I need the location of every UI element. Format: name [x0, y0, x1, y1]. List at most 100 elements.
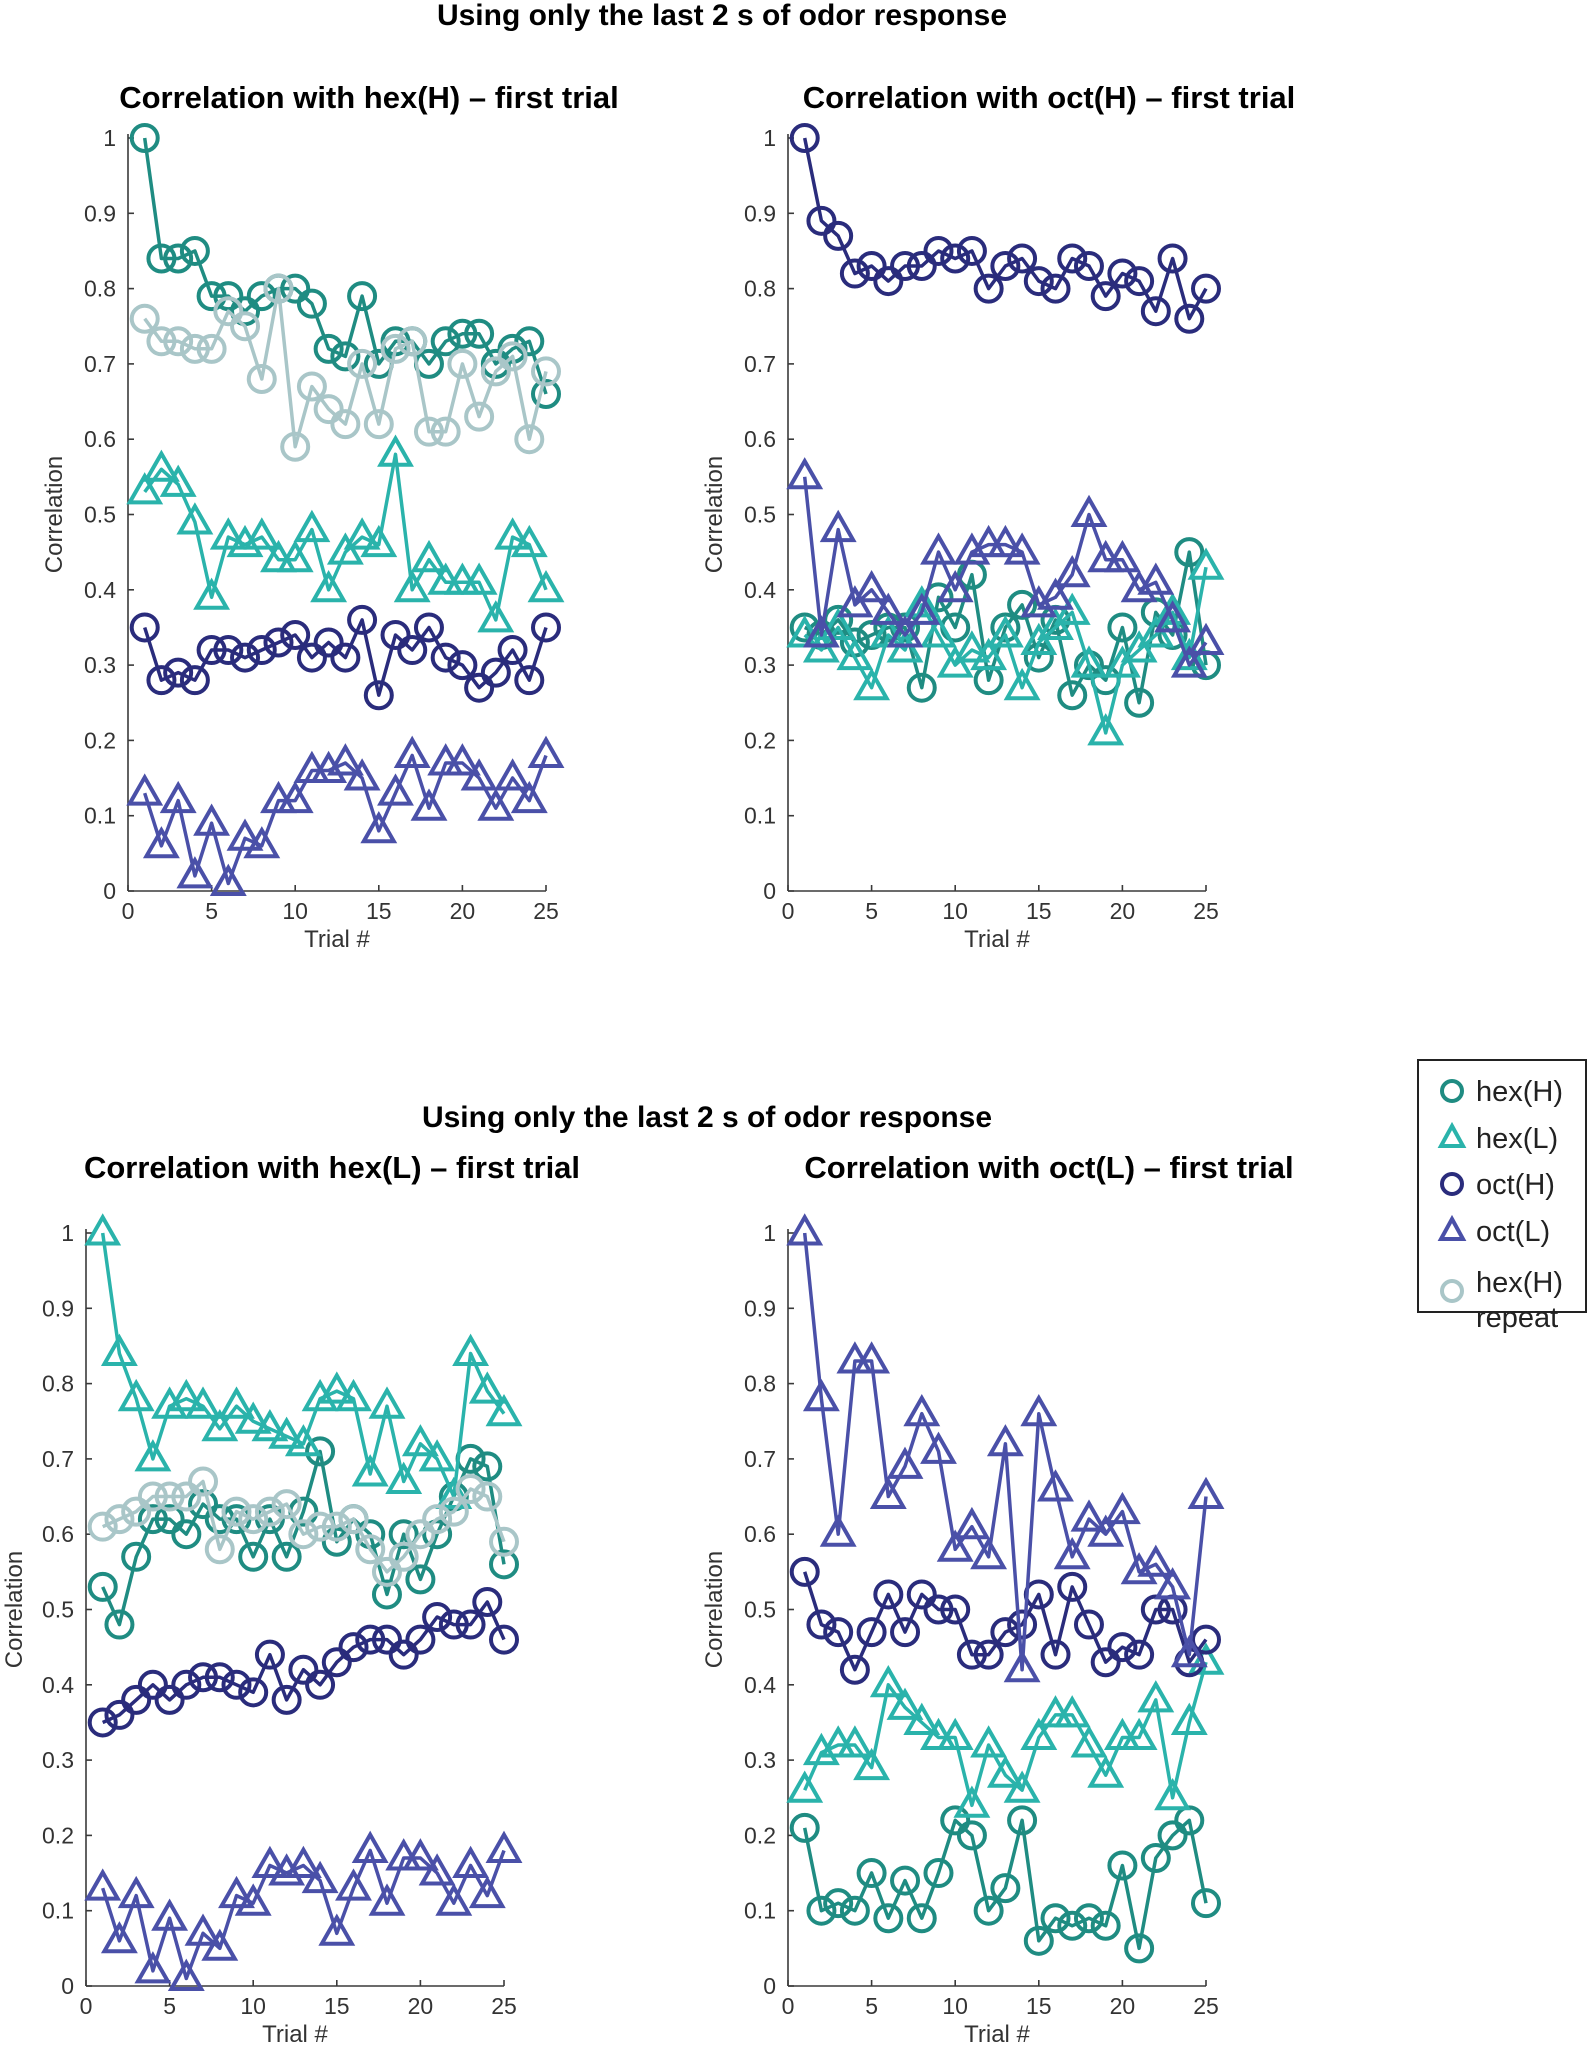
data-point — [1120, 1717, 1158, 1750]
data-point — [789, 123, 820, 153]
data-point — [238, 1677, 269, 1708]
data-point — [204, 1534, 235, 1565]
data-point — [271, 1541, 302, 1572]
data-point — [321, 1647, 352, 1678]
data-point — [288, 1519, 319, 1550]
data-point — [137, 1504, 168, 1535]
data-point — [802, 1732, 840, 1766]
legend-marker-octL — [1437, 1214, 1467, 1241]
data-point — [176, 856, 214, 889]
data-point — [422, 1504, 453, 1535]
data-point — [873, 1903, 904, 1934]
data-point — [1087, 713, 1125, 746]
data-point — [360, 810, 398, 844]
data-point — [188, 1466, 219, 1497]
data-point — [1140, 1842, 1171, 1873]
data-point — [1154, 1567, 1192, 1600]
legend-label-hexH: hex(H) — [1476, 1076, 1563, 1108]
data-point — [1187, 547, 1225, 580]
data-point — [321, 1511, 352, 1542]
data-point — [1124, 1933, 1155, 1964]
data-point — [920, 1431, 957, 1464]
panel-title: Correlation with hex(H) – first trial — [119, 80, 619, 115]
data-point — [936, 569, 974, 603]
y-tick-label: 0.7 — [42, 1446, 74, 1472]
data-point — [956, 1820, 987, 1851]
data-point — [1020, 1393, 1058, 1427]
data-point — [430, 642, 461, 673]
legend-marker-hexH-repeat — [1440, 1279, 1464, 1303]
x-tick-label: 15 — [366, 898, 392, 924]
x-tick-label: 0 — [122, 898, 135, 924]
data-point — [246, 363, 277, 394]
data-point — [405, 1624, 436, 1655]
series-hex-l — [786, 547, 1225, 746]
x-tick-label: 25 — [1193, 1993, 1219, 2019]
data-point — [422, 1602, 453, 1633]
data-point — [1087, 1755, 1125, 1788]
data-point — [527, 735, 565, 768]
x-tick-label: 10 — [942, 898, 968, 924]
data-point — [1090, 1910, 1121, 1941]
data-point — [104, 1699, 135, 1730]
legend-item-octL: oct(L) — [1437, 1214, 1550, 1248]
data-point — [126, 472, 164, 505]
y-tick-label: 1 — [763, 125, 776, 151]
data-point — [1170, 645, 1208, 678]
data-point — [310, 750, 348, 783]
data-point — [823, 220, 854, 251]
data-point — [142, 826, 180, 859]
data-point — [330, 642, 361, 673]
data-point — [318, 1913, 356, 1946]
data-point — [806, 1609, 837, 1640]
y-tick-label: 0.1 — [744, 1898, 776, 1924]
data-point — [343, 517, 381, 550]
data-point — [413, 612, 444, 643]
data-point — [230, 642, 261, 673]
y-tick-label: 0.9 — [42, 1295, 74, 1321]
data-point — [986, 615, 1024, 648]
data-point — [1170, 1702, 1208, 1735]
y-tick-label: 0.5 — [744, 1597, 776, 1623]
data-point — [819, 509, 857, 543]
x-axis-label: Trial # — [964, 2021, 1030, 2048]
data-point — [179, 235, 210, 266]
data-point — [853, 569, 891, 603]
data-point — [188, 1662, 219, 1693]
data-point — [234, 1401, 272, 1434]
data-point — [154, 1684, 185, 1715]
data-point — [1170, 1634, 1208, 1668]
data-point — [163, 657, 194, 688]
data-point — [802, 615, 840, 648]
x-tick-label: 10 — [240, 1993, 266, 2019]
data-point — [438, 1496, 469, 1527]
data-point — [438, 1609, 469, 1640]
data-point — [347, 604, 378, 635]
data-point — [823, 1617, 854, 1648]
x-tick-label: 20 — [1110, 898, 1136, 924]
legend-marker-octH — [1440, 1172, 1464, 1196]
legend-item-hexH: hex(H) — [1440, 1076, 1563, 1108]
data-point — [455, 1474, 486, 1505]
y-axis-label: Correlation — [41, 456, 68, 573]
data-point — [363, 409, 394, 440]
series-line — [142, 137, 548, 395]
data-point — [786, 1770, 824, 1803]
data-point — [154, 1504, 185, 1535]
data-point — [146, 326, 177, 357]
data-point — [468, 1371, 506, 1404]
data-point — [100, 1333, 138, 1366]
series-line — [802, 476, 1208, 667]
data-point — [280, 431, 311, 462]
panel-title: Correlation with hex(L) – first trial — [84, 1150, 580, 1185]
data-point — [87, 1511, 118, 1542]
data-point — [920, 532, 957, 565]
data-point — [472, 1586, 503, 1617]
y-tick-label: 0.4 — [84, 577, 116, 603]
data-point — [129, 123, 160, 153]
data-point — [196, 333, 227, 364]
data-point — [839, 258, 870, 289]
data-point — [1087, 1514, 1125, 1547]
data-point — [313, 627, 344, 658]
data-point — [335, 1378, 372, 1412]
